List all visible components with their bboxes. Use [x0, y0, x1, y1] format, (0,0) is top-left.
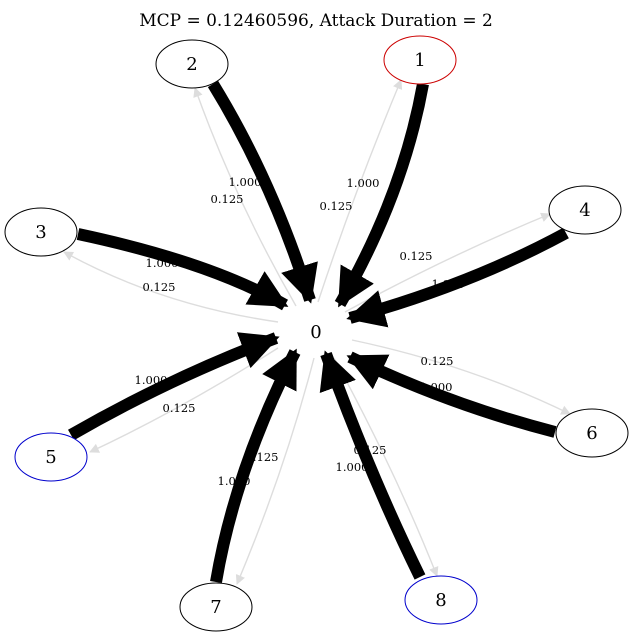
node-2-ellipse: [155, 39, 229, 89]
edge-3-to-0: [76, 228, 289, 311]
edge-0-to-6: [351, 339, 571, 415]
node-3-ellipse: [4, 207, 78, 257]
node-5: 5: [14, 432, 88, 482]
edge-8-to-0: [319, 350, 426, 580]
edge-label-2-to-0: 1.000: [229, 175, 262, 189]
edge-label-0-to-3: 0.125: [143, 280, 176, 294]
incoming-edges: [68, 80, 569, 584]
node-8-ellipse: [404, 575, 478, 625]
node-8-label: 8: [435, 590, 446, 611]
edge-label-3-to-0: 1.000: [146, 256, 179, 270]
node-7-ellipse: [179, 582, 253, 632]
node-2-label: 2: [186, 54, 197, 75]
node-0-label: 0: [310, 322, 321, 343]
edge-label-0-to-2: 0.125: [211, 192, 244, 206]
edge-4-to-0: [346, 227, 569, 328]
edge-0-to-5: [89, 347, 279, 453]
node-6-ellipse: [555, 408, 629, 458]
edge-7-to-0: [210, 348, 301, 584]
edge-labels: 0.125 0.125 0.125 0.125 0.125 0.125 0.125 0.125…: [135, 175, 465, 488]
node-2: 2: [155, 39, 229, 89]
edge-label-0-to-6: 0.125: [421, 354, 454, 368]
node-5-ellipse: [14, 432, 88, 482]
node-6: 6: [555, 408, 629, 458]
node-1-ellipse: [383, 35, 457, 85]
node-0: 0: [310, 322, 321, 343]
edge-1-to-0: [334, 82, 429, 308]
edge-label-0-to-5: 0.125: [163, 401, 196, 415]
edge-2-to-0: [207, 80, 318, 304]
edge-label-7-to-0: 1.000: [218, 474, 251, 488]
edge-label-1-to-0: 1.000: [347, 176, 380, 190]
node-7-label: 7: [210, 597, 221, 618]
node-4-ellipse: [548, 185, 622, 235]
edge-0-to-1: [317, 79, 403, 303]
node-3: 3: [4, 207, 78, 257]
nodes: 0 1 2 3 4 5 6 7 8: [4, 35, 629, 632]
edge-label-8-to-0: 1.000: [336, 460, 369, 474]
edge-6-to-0: [346, 351, 557, 438]
edge-label-6-to-0: 1.000: [420, 380, 453, 394]
edge-label-5-to-0: 1.000: [135, 373, 168, 387]
edge-0-to-7: [235, 357, 315, 585]
edge-label-0-to-4: 0.125: [400, 249, 433, 263]
edge-label-0-to-7: 0.125: [246, 450, 279, 464]
node-4: 4: [548, 185, 622, 235]
node-4-label: 4: [579, 200, 590, 221]
graph-title: MCP = 0.12460596, Attack Duration = 2: [139, 11, 493, 31]
node-1: 1: [383, 35, 457, 85]
edge-label-0-to-8: 0.125: [354, 443, 387, 457]
node-8: 8: [404, 575, 478, 625]
edge-label-0-to-1: 0.125: [320, 199, 353, 213]
node-5-label: 5: [45, 447, 56, 468]
edge-label-4-to-0: 1.000: [432, 277, 465, 291]
node-3-label: 3: [35, 222, 46, 243]
node-6-label: 6: [586, 423, 597, 444]
node-7: 7: [179, 582, 253, 632]
edge-5-to-0: [68, 332, 280, 441]
node-1-label: 1: [414, 50, 425, 71]
edge-0-to-3: [63, 251, 279, 323]
